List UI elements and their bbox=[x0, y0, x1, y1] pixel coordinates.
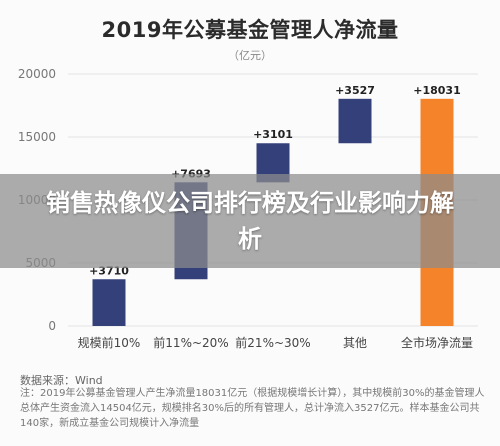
data-label-2: +3101 bbox=[253, 128, 293, 141]
bar-0 bbox=[92, 279, 126, 326]
bar-3 bbox=[338, 98, 372, 144]
chart-subtitle: （亿元） bbox=[228, 49, 272, 62]
data-source: 数据来源：Wind bbox=[20, 374, 103, 387]
data-label-4: +18031 bbox=[413, 84, 461, 97]
y-tick-label-4: 20000 bbox=[18, 67, 56, 81]
x-axis: 规模前10% 前11%~20% 前21%~30% 其他 全市场净流量 bbox=[78, 335, 473, 350]
footnote: 注：2019年公募基金管理人产生净流量18031亿元（根据规模增长计算），其中规… bbox=[20, 388, 485, 429]
y-tick-label-3: 15000 bbox=[18, 130, 56, 144]
overlay-banner: 销售热像仪公司排行榜及行业影响力解析 bbox=[0, 174, 500, 268]
x-tick-label-2: 前21%~30% bbox=[235, 335, 310, 350]
x-tick-label-4: 全市场净流量 bbox=[401, 335, 473, 350]
x-tick-label-3: 其他 bbox=[343, 336, 367, 350]
x-tick-label-1: 前11%~20% bbox=[153, 335, 228, 350]
chart-title: 2019年公募基金管理人净流量 bbox=[101, 18, 399, 42]
y-tick-label-0: 0 bbox=[48, 319, 56, 333]
x-tick-label-0: 规模前10% bbox=[78, 335, 141, 350]
banner-text: 销售热像仪公司排行榜及行业影响力解析 bbox=[46, 189, 454, 253]
data-label-3: +3527 bbox=[335, 84, 375, 97]
